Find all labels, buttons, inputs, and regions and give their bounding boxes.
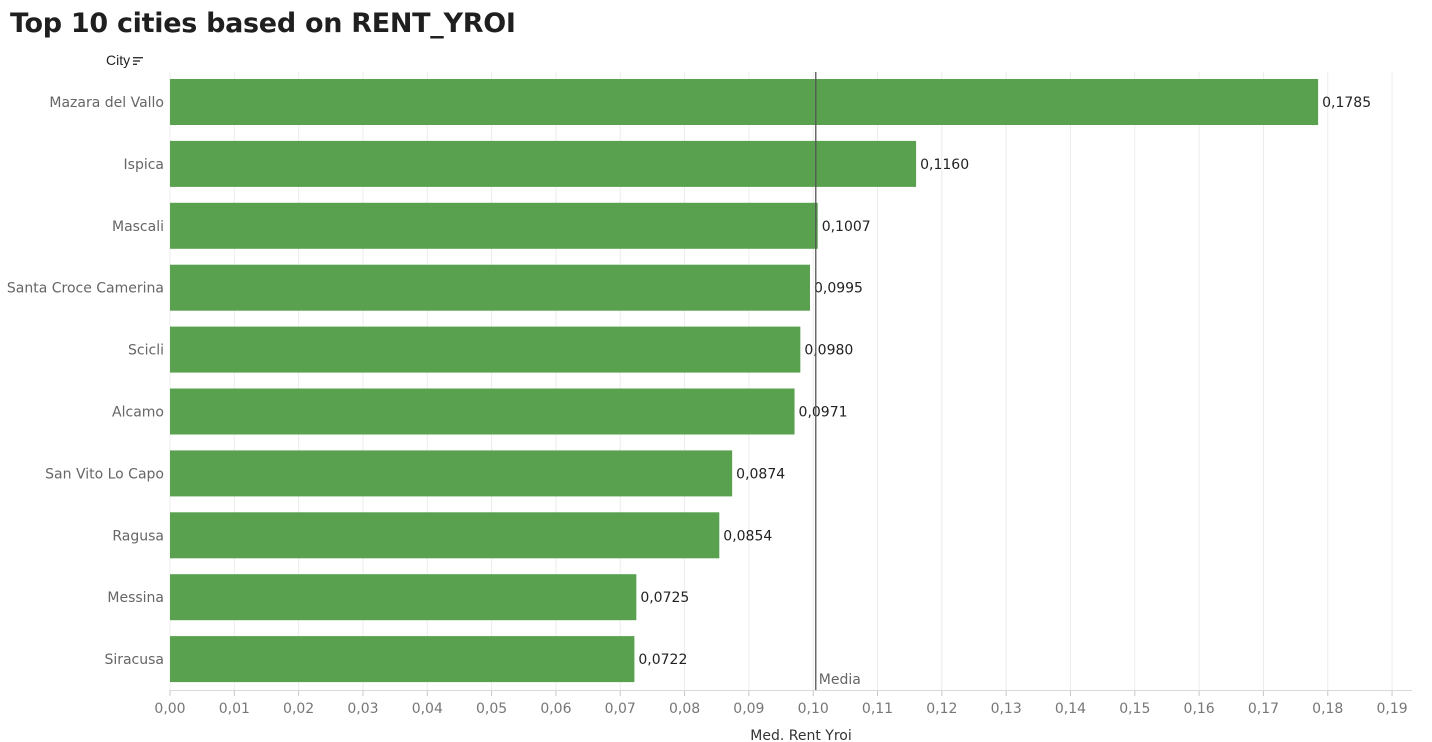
- bar[interactable]: [170, 636, 635, 683]
- category-label: Messina: [107, 590, 164, 606]
- x-tick-label: 0,05: [476, 701, 507, 717]
- reference-line-label: Media: [819, 672, 861, 688]
- category-label: San Vito Lo Capo: [45, 466, 164, 482]
- bar[interactable]: [170, 202, 818, 249]
- category-label: Scicli: [128, 343, 164, 359]
- value-label: 0,0722: [638, 652, 687, 668]
- x-tick-label: 0,15: [1119, 701, 1150, 717]
- bar[interactable]: [170, 574, 637, 621]
- x-tick-label: 0,11: [862, 701, 893, 717]
- x-tick-label: 0,04: [412, 701, 443, 717]
- x-axis-title: Med. Rent Yroi: [750, 728, 851, 742]
- bar[interactable]: [170, 388, 795, 435]
- x-tick-label: 0,02: [283, 701, 314, 717]
- value-label: 0,1785: [1322, 95, 1371, 111]
- category-label: Mascali: [112, 219, 164, 235]
- bar[interactable]: [170, 140, 917, 187]
- value-label: 0,1160: [920, 157, 969, 173]
- bar[interactable]: [170, 326, 801, 373]
- x-tick-label: 0,19: [1376, 701, 1407, 717]
- value-label: 0,0980: [804, 343, 853, 359]
- x-axis-ticks: 0,00 0,01 0,02 0,03 0,04 0,05 0,06 0,07 0,08 0,09…: [154, 690, 1413, 717]
- x-tick-label: 0,07: [605, 701, 636, 717]
- value-label: 0,0995: [814, 281, 863, 297]
- bar[interactable]: [170, 79, 1319, 125]
- x-tick-label: 0,14: [1055, 701, 1086, 717]
- x-tick-label: 0,12: [926, 701, 957, 717]
- chart-title: Top 10 cities based on RENT_YROI: [10, 8, 516, 39]
- value-label: 0,1007: [822, 219, 871, 235]
- category-label: Ispica: [124, 157, 164, 173]
- value-label: 0,0854: [723, 528, 772, 544]
- x-tick-label: 0,16: [1184, 701, 1215, 717]
- city-sort-header[interactable]: City: [106, 52, 144, 68]
- value-label: 0,0971: [799, 405, 848, 421]
- category-label: Santa Croce Camerina: [7, 281, 164, 297]
- bars: Mazara del Vallo 0,1785 Ispica 0,1160 Mascal…: [7, 79, 1371, 683]
- category-label: Mazara del Vallo: [49, 95, 164, 111]
- bar[interactable]: [170, 450, 733, 497]
- value-label: 0,0725: [640, 590, 689, 606]
- x-tick-label: 0,03: [347, 701, 378, 717]
- x-tick-label: 0,18: [1312, 701, 1343, 717]
- bar[interactable]: [170, 512, 720, 559]
- x-tick-label: 0,01: [219, 701, 250, 717]
- x-tick-label: 0,09: [733, 701, 764, 717]
- category-label: Alcamo: [112, 405, 164, 421]
- sort-descending-icon[interactable]: [133, 56, 144, 66]
- x-tick-label: 0,06: [540, 701, 571, 717]
- x-tick-label: 0,17: [1248, 701, 1279, 717]
- x-tick-label: 0,13: [991, 701, 1022, 717]
- x-tick-label: 0,10: [798, 701, 829, 717]
- reference-line: Media: [815, 72, 861, 690]
- category-label: Siracusa: [104, 652, 164, 668]
- x-tick-label: 0,08: [669, 701, 700, 717]
- x-tick-label: 0,00: [154, 701, 185, 717]
- city-header-label: City: [106, 52, 131, 68]
- category-label: Ragusa: [112, 528, 164, 544]
- bar[interactable]: [170, 264, 810, 311]
- value-label: 0,0874: [736, 466, 785, 482]
